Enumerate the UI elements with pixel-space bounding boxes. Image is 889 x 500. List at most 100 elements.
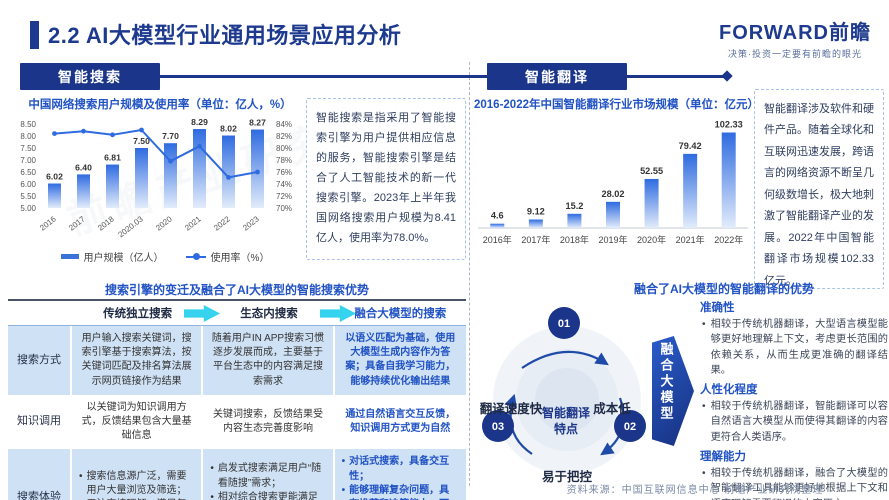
svg-text:2017: 2017 [67,214,87,232]
translation-advantages-panel: 融合了AI大模型的智能翻译的优势 01 02 03 翻译速度快 成本低 易于把控… [472,280,889,500]
table-cell: 以语义匹配为基础，使用大模型生成内容作为答案；具备自我学习能力，能够持续优化输出… [345,333,456,387]
table-header-ecosystem: 生态内搜索 [240,308,298,320]
legend-user-scale: 用户规模（亿人） [60,249,164,264]
row-label: 搜索体验 [8,449,72,500]
row-label: 搜索方式 [8,326,72,395]
feature-control-label: 易于把控 [541,470,592,484]
svg-text:2021: 2021 [183,214,203,232]
svg-text:80%: 80% [276,144,292,153]
bar-swatch-icon [60,254,79,259]
title-accent-bar [30,21,39,49]
advantage-heading: 准确性 [700,302,735,314]
svg-text:2022: 2022 [212,214,232,232]
advantage-heading: 人性化程度 [700,384,758,397]
advantages-title: 融合了AI大模型的智能翻译的优势 [633,282,814,296]
table-cell: •搜索信息源广泛，需要用户大量浏览及筛选；•无法直接理解、满足复杂及结构化的搜索… [72,449,204,500]
search-users-combo-chart: 5.00 5.50 6.00 6.50 7.00 7.50 8.00 8.50 70% 72% 74… [20,117,292,239]
svg-text:2019年: 2019年 [598,234,627,245]
svg-text:7.00: 7.00 [20,156,36,165]
table-header-empty [8,301,72,325]
table-body: 搜索方式 用户输入搜索关键词，搜索引擎基于搜索算法，按关键词匹配及排名算法展示网页… [8,326,466,500]
row-label: 知识调用 [8,394,72,450]
legend-usage-rate-label: 使用率（%） [210,253,270,264]
svg-text:2018年: 2018年 [560,234,589,245]
svg-text:6.50: 6.50 [20,168,36,177]
svg-text:2016: 2016 [38,214,58,232]
svg-text:2021年: 2021年 [676,234,705,245]
fusion-chevron-label: 融合大模型 [658,342,674,422]
badge-01: 01 [558,318,570,330]
badge-03-circle [482,410,514,442]
svg-text:8.29: 8.29 [191,117,208,127]
badge-02: 02 [624,421,636,433]
svg-text:28.02: 28.02 [602,189,625,199]
translation-description-box: 智能翻译涉及软件和硬件产品。随着全球化和互联网迅速发展，跨语言的网络资源不断呈几… [754,89,884,289]
svg-text:8.02: 8.02 [220,124,237,134]
section-connector-line [156,75,726,78]
search-chart-legend: 用户规模（亿人） 使用率（%） [30,249,300,264]
svg-text:7.50: 7.50 [20,144,36,153]
badge-03: 03 [492,421,504,433]
advantage-text: • 相较于传统机器翻译，大型语言模型能够更好地理解上下文，考虑更长范围的依赖关系，… [702,319,888,376]
page-title: 2.2 AI大模型行业通用场景应用分析 [48,23,402,48]
feature-cost-label: 成本低 [593,402,631,416]
table-row: 知识调用 以关键词为知识调用方式，反馈结果包含大量基础信息 关键词搜索，反馈结果受内… [8,394,466,450]
feature-speed-label: 翻译速度快 [479,402,543,416]
table-cell: •启发式搜索满足用户“随看随搜”需求；•相对综合搜索更能满足垂直需求，但仍有相同… [203,449,335,500]
svg-text:2017年: 2017年 [521,234,550,245]
svg-text:2023: 2023 [241,214,261,232]
search-chart-title: 中国网络搜索用户规模及使用率（单位：亿人，%） [28,99,292,111]
svg-text:8.27: 8.27 [249,118,266,128]
table-cell: 关键词搜索，反馈结果受内容生态完善度影响 [203,394,335,450]
brand-logo: FORWARD前瞻 决策·投资一定要有前瞻的眼光 [719,16,871,60]
advantage-text: •相较于传统机器翻译，融合了大模型的智能翻译工具能够更好地根据上下文和语序理解需… [702,468,888,500]
svg-text:70%: 70% [276,204,292,213]
badge-02-circle [614,410,646,442]
brand-logo-text: FORWARD前瞻 [719,22,871,44]
svg-text:72%: 72% [276,192,292,201]
svg-text:8.50: 8.50 [20,120,36,129]
table-cell: •对话式搜索，具备交互性；•能够理解复杂问题，具有推荐和决策能力，可提供更为具体… [341,456,450,500]
svg-text:2016年: 2016年 [483,234,512,245]
table-header-llm: 融合大模型的搜索 [354,308,447,320]
table-header-traditional: 传统独立搜索 [103,308,173,320]
svg-text:78%: 78% [276,156,292,165]
svg-text:2018: 2018 [96,214,116,232]
table-cell: 通过自然语言交互反馈，知识调用方式更为自然 [345,408,456,435]
svg-text:6.40: 6.40 [75,162,92,172]
svg-text:74%: 74% [276,180,292,189]
tab-intelligent-translation[interactable]: 智能翻译 [487,63,627,90]
badge-01-circle [548,307,580,339]
search-description-box: 智能搜索是指采用了智能搜索引擎为用户提供相应信息的服务，智能搜索引擎是结合了人工… [306,98,466,260]
tab-intelligent-search[interactable]: 智能搜索 [20,63,160,90]
svg-text:2020: 2020 [154,214,174,232]
table-cell: 随着用户IN APP搜索习惯逐步发展而成，主要基于平台生态中的内容满足搜索需求 [203,326,335,395]
vertical-divider [469,62,470,486]
svg-text:5.50: 5.50 [20,192,36,201]
svg-text:102.33: 102.33 [715,119,743,129]
svg-text:2020年: 2020年 [637,234,666,245]
legend-user-scale-label: 用户规模（亿人） [83,253,164,264]
svg-text:2020.03: 2020.03 [116,214,145,239]
table-row: 搜索体验•搜索信息源广泛，需要用户大量浏览及筛选；•无法直接理解、满足复杂及结构… [8,449,466,500]
advantage-text: • 相较于传统机器翻译，智能翻译可以容自然语言大模型从而使得其翻译的内容更符合人类… [702,401,888,443]
svg-text:5.00: 5.00 [20,204,36,213]
svg-text:52.55: 52.55 [640,166,663,176]
translation-chart-title: 2016-2022年中国智能翻译行业市场规模（单位：亿元） [474,99,759,111]
search-evolution-table: 传统独立搜索 生态内搜索 融合大模型的搜索 搜索方式 用户输入搜索关键词，搜索引擎… [8,299,466,500]
table-row: 搜索方式 用户输入搜索关键词，搜索引擎基于搜索算法，按关键词匹配及排名算法展示网页… [8,326,466,395]
search-table-title: 搜索引擎的变迁及融合了AI大模型的智能搜索优势 [104,283,369,297]
svg-text:84%: 84% [276,120,292,129]
translation-market-bar-chart: 4.6 2016年 9.12 2017年 15.2 2018年 28.02 2019年 52.5… [478,119,748,245]
cycle-arrow-top [521,350,609,369]
brand-tagline: 决策·投资一定要有前瞻的眼光 [728,49,863,59]
svg-text:4.6: 4.6 [491,211,504,221]
table-cell: 以关键词为知识调用方式，反馈结果包含大量基础信息 [72,394,204,450]
advantages-bullet-list: 准确性 • 相较于传统机器翻译，大型语言模型能够更好地理解上下文，考虑更长范围的依赖… [700,296,888,500]
svg-text:8.00: 8.00 [20,132,36,141]
svg-text:9.12: 9.12 [527,206,545,216]
advantage-heading: 理解能力 [700,451,746,464]
translation-features-diagram: 01 02 03 [482,307,646,474]
svg-text:7.70: 7.70 [162,131,179,141]
svg-text:2022年: 2022年 [714,234,743,245]
